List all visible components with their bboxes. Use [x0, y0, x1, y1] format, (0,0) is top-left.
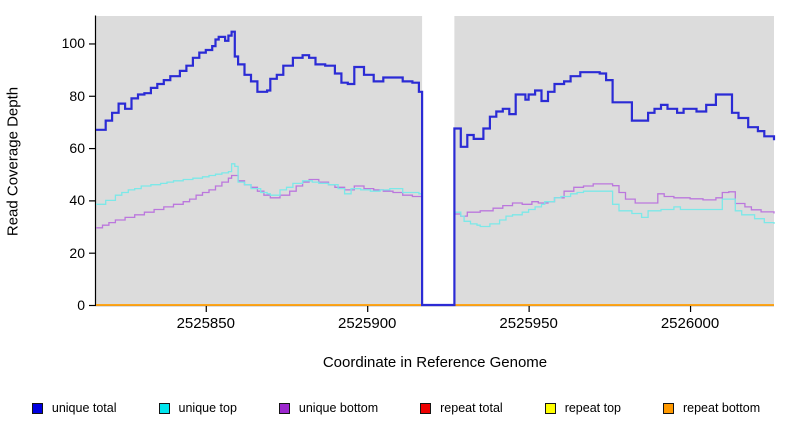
legend-label: unique bottom — [298, 401, 379, 415]
y-axis-title: Read Coverage Depth — [4, 86, 22, 237]
legend-item-unique-bottom: unique bottom — [278, 401, 379, 415]
x-tick-label: 2525850 — [176, 315, 235, 332]
x-tick-label: 2526000 — [660, 315, 720, 332]
chart-legend: unique total unique top unique bottom repea… — [0, 397, 792, 419]
legend-label: repeat bottom — [682, 401, 761, 415]
legend-swatch-icon — [662, 402, 674, 414]
y-tick-label: 60 — [69, 140, 85, 157]
legend-item-repeat-total: repeat total — [420, 401, 503, 415]
legend-swatch-icon — [158, 402, 170, 414]
legend-item-repeat-top: repeat top — [544, 401, 621, 415]
legend-label: unique total — [51, 401, 117, 415]
series-line-unique-total — [96, 30, 776, 307]
legend-swatch-icon — [31, 402, 43, 414]
x-axis-title: Coordinate in Reference Genome — [322, 354, 548, 371]
legend-item-unique-total: unique total — [31, 401, 117, 415]
y-tick-label: 40 — [69, 192, 85, 209]
legend-label: repeat total — [440, 401, 503, 415]
legend-item-unique-top: unique top — [158, 401, 237, 415]
x-tick-label: 2525950 — [499, 315, 558, 332]
legend-swatch-icon — [278, 402, 290, 414]
legend-label: unique top — [178, 401, 237, 415]
series-line-unique-bottom — [96, 174, 775, 306]
y-tick-label: 80 — [69, 87, 85, 104]
y-tick-label: 20 — [69, 244, 85, 261]
legend-swatch-icon — [420, 402, 432, 414]
legend-item-repeat-bottom: repeat bottom — [662, 401, 761, 415]
legend-label: repeat top — [564, 401, 621, 415]
no-data-gap-band — [422, 16, 455, 305]
x-tick-label: 2525900 — [337, 315, 397, 332]
y-tick-label: 100 — [61, 35, 85, 52]
legend-swatch-icon — [544, 402, 556, 414]
y-tick-label: 0 — [77, 297, 85, 313]
series-line-unique-top — [96, 163, 775, 306]
